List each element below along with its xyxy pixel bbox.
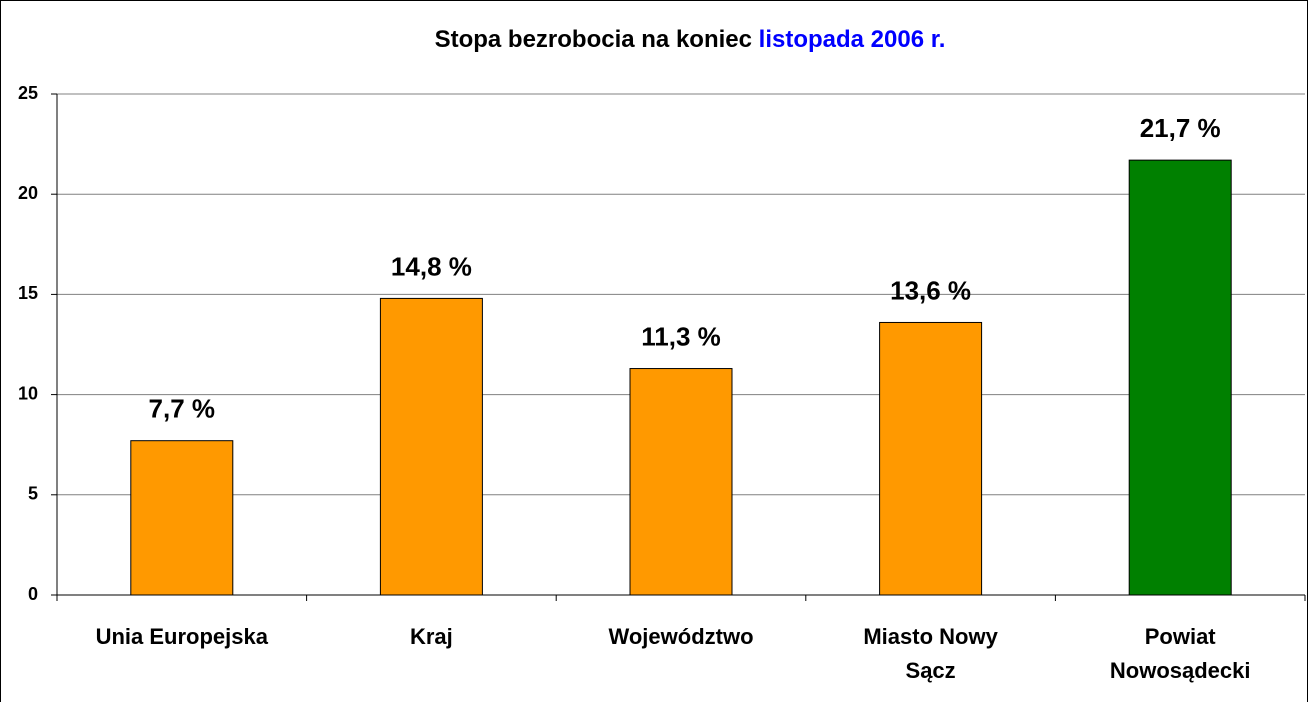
value-label: 13,6 % bbox=[890, 275, 971, 305]
value-label: 21,7 % bbox=[1140, 113, 1221, 143]
title-part: listopada 2006 r. bbox=[759, 26, 946, 53]
value-label: 14,8 % bbox=[391, 251, 472, 281]
bar bbox=[629, 368, 733, 596]
y-tick-label: 25 bbox=[18, 83, 38, 103]
value-label: 7,7 % bbox=[149, 394, 216, 424]
y-tick-label: 20 bbox=[18, 183, 38, 203]
bar bbox=[130, 440, 234, 596]
bar bbox=[1128, 159, 1232, 596]
chart-title: Stopa bezrobocia na koniec listopada 200… bbox=[435, 26, 946, 53]
bar bbox=[879, 321, 983, 596]
y-tick-label: 15 bbox=[18, 283, 38, 303]
title-part: Stopa bezrobocia na koniec bbox=[435, 26, 752, 53]
bar bbox=[379, 297, 483, 596]
y-tick-label: 10 bbox=[18, 383, 38, 403]
y-tick-label: 0 bbox=[28, 584, 38, 604]
x-tick-label: Unia Europejska bbox=[95, 624, 268, 649]
value-label: 11,3 % bbox=[641, 321, 721, 351]
x-tick-label: Powiat Nowosądecki bbox=[1109, 624, 1251, 683]
y-tick-label: 5 bbox=[28, 484, 38, 504]
x-tick-label: Miasto Nowy Sącz bbox=[863, 624, 998, 683]
x-tick-label: Kraj bbox=[409, 624, 453, 649]
x-tick-label: Województwo bbox=[608, 624, 754, 649]
